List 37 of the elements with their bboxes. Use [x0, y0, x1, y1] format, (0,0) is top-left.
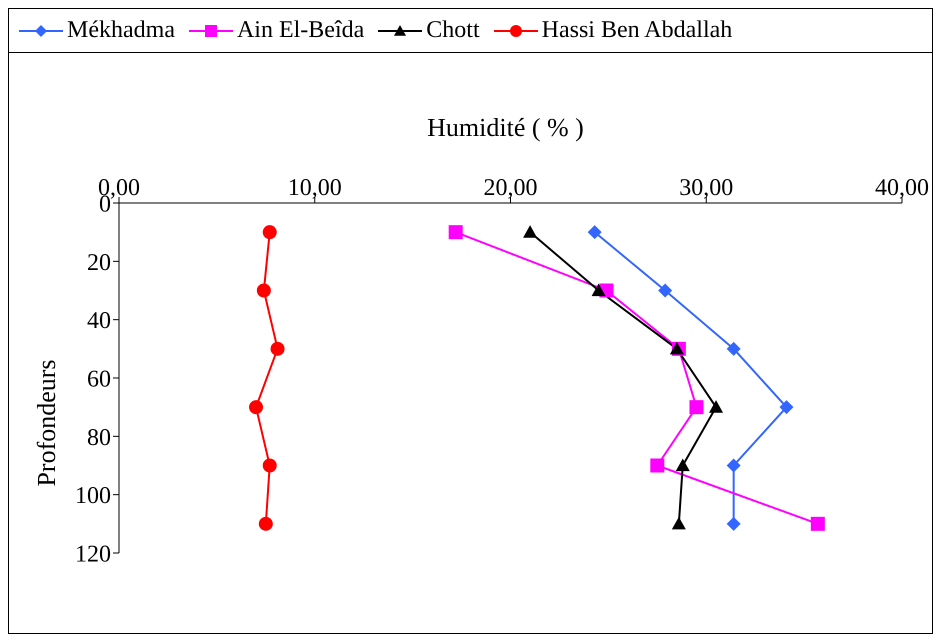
point [672, 516, 686, 530]
point [249, 400, 264, 414]
point [810, 516, 825, 531]
y-tick-label: 20 [87, 250, 111, 276]
point [523, 225, 538, 238]
x-tick-label: 10,00 [288, 175, 342, 201]
x-axis-title: Humidité ( % ) [426, 113, 585, 143]
y-tick-label: 100 [75, 483, 111, 510]
y-tick-label: 120 [75, 542, 111, 568]
x-tick-label: 30,00 [679, 175, 734, 201]
point [650, 458, 664, 472]
x-tick-label: 40,00 [875, 175, 929, 201]
y-tick-label: 40 [87, 308, 111, 334]
point [270, 342, 285, 356]
legend-label: Mékhadma [67, 17, 175, 44]
x-tick-label: 20,00 [484, 175, 538, 201]
point [726, 342, 741, 356]
point [592, 284, 606, 296]
point [256, 284, 271, 298]
y-axis-title: Profondeurs [32, 359, 62, 487]
point [676, 458, 690, 472]
point [448, 225, 463, 240]
point [262, 458, 277, 472]
point [588, 225, 602, 240]
point [262, 225, 277, 240]
legend-label: Ain El-Beîda [236, 17, 364, 44]
point [689, 400, 704, 414]
y-tick-label: 60 [87, 366, 111, 393]
point [709, 400, 724, 413]
point [726, 516, 741, 531]
point [726, 458, 741, 472]
point [658, 284, 672, 298]
point [780, 400, 794, 414]
y-tick-label: 80 [87, 424, 111, 451]
legend-label: Hassi Ben Abdallah [542, 17, 732, 44]
point [258, 516, 273, 531]
legend-label: Chott [426, 17, 480, 44]
